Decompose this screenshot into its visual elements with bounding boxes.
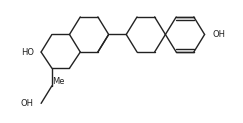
Text: OH: OH <box>21 99 34 108</box>
Text: OH: OH <box>212 30 225 39</box>
Text: HO: HO <box>21 48 34 57</box>
Text: Me: Me <box>52 77 65 86</box>
